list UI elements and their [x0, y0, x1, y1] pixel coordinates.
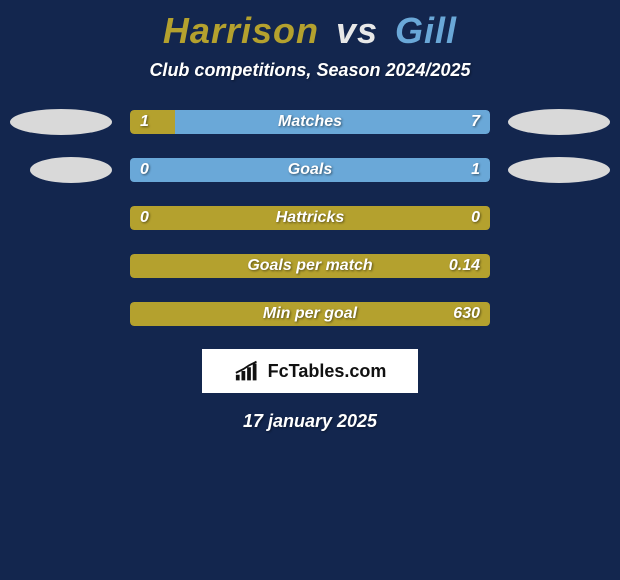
- stat-label: Matches: [130, 110, 490, 134]
- player2-badge: [508, 157, 610, 183]
- stat-rows: 1Matches70Goals10Hattricks0Goals per mat…: [0, 109, 620, 327]
- subtitle: Club competitions, Season 2024/2025: [0, 60, 620, 81]
- stat-bar: 0Hattricks0: [130, 206, 490, 230]
- stat-bar: Goals per match0.14: [130, 254, 490, 278]
- stat-value-p2: 1: [471, 158, 480, 182]
- stat-row: 0Hattricks0: [10, 205, 610, 231]
- stat-row: 1Matches7: [10, 109, 610, 135]
- stat-row: 0Goals1: [10, 157, 610, 183]
- stat-label: Goals per match: [130, 254, 490, 278]
- stat-value-p2: 0: [471, 206, 480, 230]
- infographic-container: Harrison vs Gill Club competitions, Seas…: [0, 0, 620, 442]
- player2-badge: [508, 109, 610, 135]
- player2-name: Gill: [395, 10, 457, 51]
- logo-text: FcTables.com: [268, 361, 387, 382]
- bars-icon: [234, 359, 264, 383]
- date-label: 17 january 2025: [0, 411, 620, 432]
- stat-value-p2: 0.14: [449, 254, 480, 278]
- player1-badge: [30, 157, 112, 183]
- stat-label: Goals: [130, 158, 490, 182]
- stat-value-p2: 630: [453, 302, 480, 326]
- stat-row: Min per goal630: [10, 301, 610, 327]
- stat-row: Goals per match0.14: [10, 253, 610, 279]
- stat-label: Min per goal: [130, 302, 490, 326]
- stat-value-p2: 7: [471, 110, 480, 134]
- stat-bar: 0Goals1: [130, 158, 490, 182]
- fctables-logo: FcTables.com: [202, 349, 418, 393]
- player1-name: Harrison: [163, 10, 319, 51]
- stat-bar: 1Matches7: [130, 110, 490, 134]
- stat-label: Hattricks: [130, 206, 490, 230]
- stat-bar: Min per goal630: [130, 302, 490, 326]
- title: Harrison vs Gill: [0, 10, 620, 52]
- player1-badge: [10, 109, 112, 135]
- vs-label: vs: [336, 10, 378, 51]
